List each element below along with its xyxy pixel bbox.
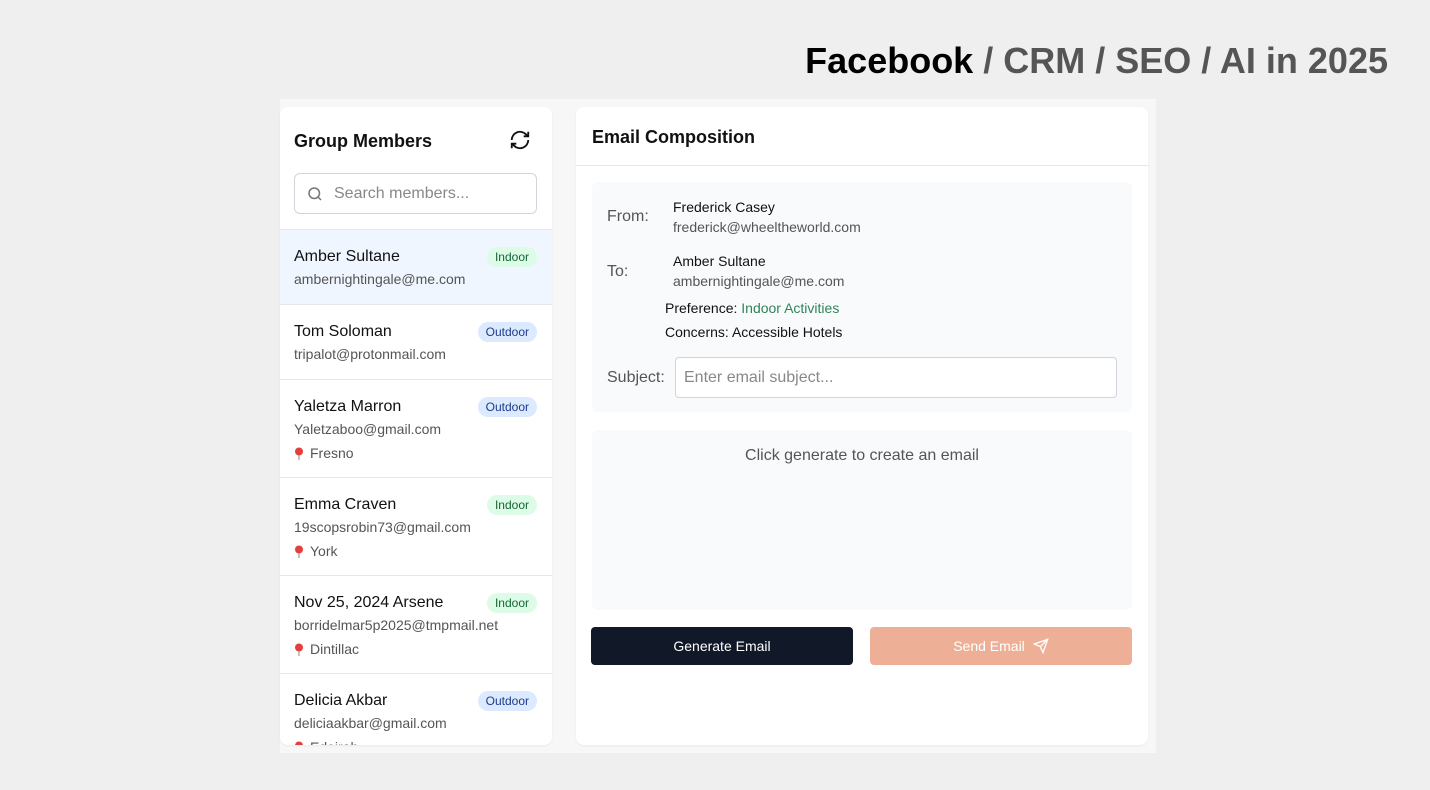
- pin-icon: [295, 545, 303, 558]
- composer-title: Email Composition: [592, 127, 756, 147]
- member-tag: Outdoor: [477, 397, 537, 417]
- to-label: To:: [607, 263, 629, 280]
- title-bold: Facebook: [805, 40, 974, 81]
- pin-icon: [295, 741, 303, 745]
- member-name: Yaletza Marron: [294, 398, 402, 415]
- member-name: Delicia Akbar: [294, 692, 388, 709]
- preference-line: Preference: Indoor Activities: [665, 300, 839, 316]
- member-email: Yaletzaboo@gmail.com: [294, 421, 442, 437]
- member-list: Amber Sultane ambernightingale@me.com Indo…: [280, 229, 552, 745]
- member-email: deliciaakbar@gmail.com: [294, 715, 447, 731]
- output-placeholder: Click generate to create an email: [745, 447, 979, 464]
- page-title: Facebook / CRM / SEO / AI in 2025: [805, 40, 1388, 82]
- concerns-label: Concerns:: [665, 324, 729, 340]
- member-location: Fresno: [294, 445, 538, 461]
- info-box: From: Frederick Casey frederick@wheelthe…: [592, 182, 1132, 412]
- location-text: Dintillac: [310, 641, 360, 657]
- title-rest: / CRM / SEO / AI in 2025: [983, 40, 1388, 81]
- location-text: York: [310, 543, 338, 559]
- member-location: Edeirah: [294, 739, 538, 745]
- generate-button[interactable]: Generate Email: [591, 627, 853, 665]
- subject-input[interactable]: Enter email subject...: [675, 357, 1117, 398]
- send-label: Send Email: [953, 638, 1025, 654]
- concerns-line: Concerns: Accessible Hotels: [665, 324, 842, 340]
- send-icon: [1032, 638, 1049, 654]
- divider: [576, 165, 1148, 166]
- member-name: Emma Craven: [294, 496, 397, 513]
- member-location: York: [294, 543, 538, 559]
- subject-label: Subject:: [607, 369, 665, 386]
- search-placeholder: Search members...: [334, 185, 470, 202]
- subject-placeholder: Enter email subject...: [684, 369, 834, 386]
- search-box[interactable]: Search members...: [294, 173, 537, 214]
- to-email: ambernightingale@me.com: [673, 273, 845, 289]
- member-item[interactable]: Nov 25, 2024 Arsene borridelmar5p2025@tmp…: [280, 576, 552, 674]
- member-name: Tom Soloman: [294, 323, 392, 340]
- member-email: borridelmar5p2025@tmpmail.net: [294, 617, 499, 633]
- send-button[interactable]: Send Email: [870, 627, 1132, 665]
- from-email: frederick@wheeltheworld.com: [673, 219, 861, 235]
- from-name: Frederick Casey: [673, 199, 775, 215]
- member-item[interactable]: Yaletza Marron Yaletzaboo@gmail.com Outdoo…: [280, 380, 552, 478]
- member-email: 19scopsrobin73@gmail.com: [294, 519, 471, 535]
- member-location: Dintillac: [294, 641, 538, 657]
- member-tag: Indoor: [486, 593, 537, 613]
- search-icon: [308, 187, 322, 201]
- member-item[interactable]: Emma Craven 19scopsrobin73@gmail.com Indoo…: [280, 478, 552, 576]
- location-text: Fresno: [310, 445, 354, 461]
- to-name: Amber Sultane: [673, 253, 766, 269]
- pin-icon: [295, 643, 303, 656]
- member-tag: Outdoor: [477, 322, 537, 342]
- output-box: Click generate to create an email: [592, 430, 1132, 610]
- member-name: Amber Sultane: [294, 248, 400, 265]
- panel-title: Group Members: [294, 131, 433, 151]
- concerns-value: Accessible Hotels: [731, 324, 843, 340]
- member-tag: Indoor: [486, 495, 537, 515]
- preference-value: Indoor Activities: [741, 300, 840, 316]
- member-item[interactable]: Amber Sultane ambernightingale@me.com Indo…: [280, 230, 552, 305]
- preference-label: Preference:: [665, 300, 738, 316]
- refresh-icon[interactable]: [509, 129, 531, 151]
- location-text: Edeirah: [310, 739, 358, 745]
- member-tag: Outdoor: [477, 691, 537, 711]
- composer-panel: Email Composition From: Frederick Casey …: [576, 107, 1148, 745]
- pin-icon: [295, 447, 303, 460]
- generate-label: Generate Email: [673, 638, 771, 654]
- member-name: Nov 25, 2024 Arsene: [294, 594, 444, 611]
- member-tag: Indoor: [486, 247, 537, 267]
- member-item[interactable]: Tom Soloman tripalot@protonmail.com Outdoo…: [280, 305, 552, 380]
- member-item[interactable]: Delicia Akbar deliciaakbar@gmail.com Outdo…: [280, 674, 552, 745]
- from-label: From:: [607, 208, 649, 225]
- members-panel: Group Members Search members... Amber Su…: [280, 107, 552, 745]
- member-email: ambernightingale@me.com: [294, 271, 466, 287]
- member-email: tripalot@protonmail.com: [294, 346, 446, 362]
